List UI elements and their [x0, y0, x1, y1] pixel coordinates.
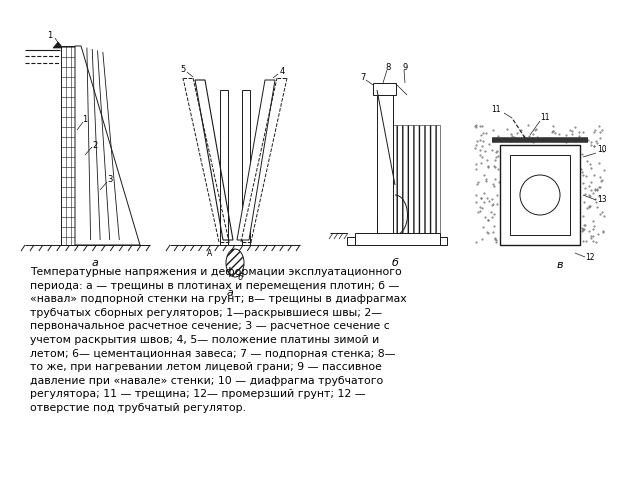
Circle shape: [520, 175, 560, 215]
Polygon shape: [237, 80, 275, 240]
Polygon shape: [75, 46, 140, 245]
Text: 5: 5: [180, 65, 186, 74]
Text: Температурные напряжения и деформации эксплуатационного
периода: а — трещины в п: Температурные напряжения и деформации эк…: [30, 267, 406, 413]
Text: 11: 11: [492, 106, 500, 115]
Polygon shape: [377, 90, 393, 233]
Text: 7: 7: [360, 72, 365, 82]
Text: 2: 2: [92, 141, 98, 149]
Polygon shape: [510, 155, 570, 235]
Polygon shape: [61, 46, 75, 245]
Text: а: а: [92, 258, 99, 268]
Polygon shape: [53, 42, 63, 48]
Text: а: а: [227, 288, 234, 298]
Text: 12: 12: [585, 252, 595, 262]
Text: 11: 11: [540, 113, 550, 122]
Text: А: А: [207, 249, 212, 257]
Polygon shape: [373, 83, 396, 95]
Polygon shape: [500, 145, 580, 245]
Text: 6: 6: [237, 273, 243, 281]
Text: б: б: [392, 258, 399, 268]
Polygon shape: [440, 237, 447, 245]
Polygon shape: [355, 233, 440, 245]
Text: 1: 1: [47, 32, 52, 40]
Text: 4: 4: [280, 68, 285, 76]
Polygon shape: [220, 90, 228, 245]
Text: в: в: [557, 260, 563, 270]
Text: 13: 13: [597, 195, 607, 204]
Text: 10: 10: [597, 145, 607, 155]
Polygon shape: [242, 90, 250, 245]
Text: 8: 8: [385, 62, 390, 72]
Text: 9: 9: [403, 62, 408, 72]
Polygon shape: [347, 237, 355, 245]
Text: 1: 1: [83, 116, 88, 124]
Text: 3: 3: [108, 176, 113, 184]
Ellipse shape: [226, 249, 244, 277]
